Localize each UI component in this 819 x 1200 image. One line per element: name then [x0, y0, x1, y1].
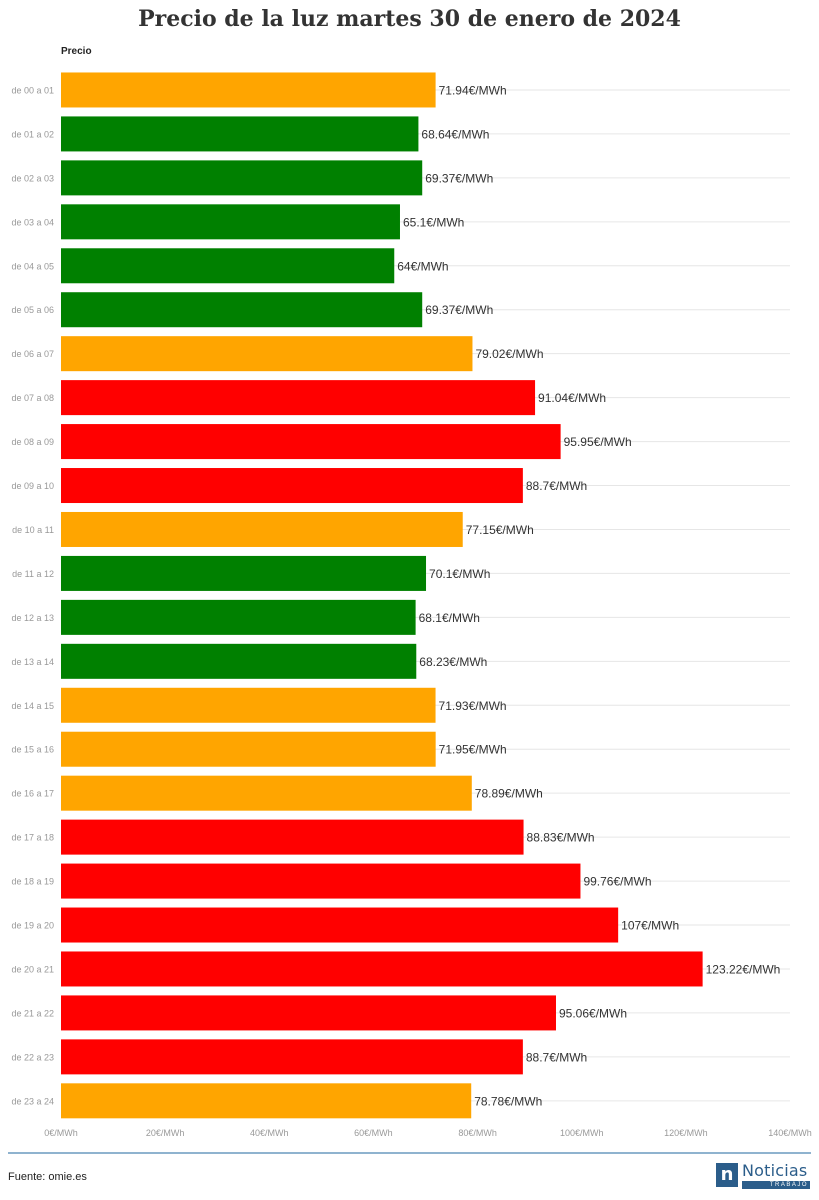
x-tick-label: 120€/MWh: [664, 1128, 708, 1138]
value-label: 123.22€/MWh: [706, 962, 781, 976]
logo-mark: n: [716, 1163, 738, 1187]
value-label: 71.95€/MWh: [439, 743, 507, 757]
value-label: 95.06€/MWh: [559, 1006, 627, 1020]
x-tick-label: 20€/MWh: [146, 1128, 185, 1138]
category-label: de 09 a 10: [11, 481, 54, 491]
category-label: de 19 a 20: [11, 921, 54, 931]
category-label: de 11 a 12: [12, 569, 54, 579]
x-tick-label: 40€/MWh: [250, 1128, 289, 1138]
bar: [61, 775, 472, 811]
category-label: de 03 a 04: [11, 217, 54, 227]
value-label: 77.15€/MWh: [466, 523, 534, 537]
bar: [61, 160, 423, 196]
value-label: 79.02€/MWh: [475, 347, 543, 361]
value-label: 88.83€/MWh: [527, 831, 595, 845]
category-label: de 01 a 02: [11, 129, 54, 139]
bar: [61, 863, 581, 899]
value-label: 78.89€/MWh: [475, 787, 543, 801]
category-label: de 18 a 19: [11, 877, 54, 887]
value-label: 68.23€/MWh: [419, 655, 487, 669]
category-label: de 14 a 15: [11, 701, 54, 711]
footer-divider: [8, 1152, 811, 1154]
bar: [61, 1083, 472, 1119]
category-label: de 12 a 13: [11, 613, 54, 623]
value-label: 99.76€/MWh: [583, 875, 651, 889]
bar: [61, 116, 419, 152]
bar: [61, 555, 427, 591]
category-label: de 08 a 09: [11, 437, 54, 447]
bar: [61, 72, 436, 108]
category-label: de 16 a 17: [11, 789, 54, 799]
bar: [61, 907, 619, 943]
logo-subtitle: TRABAJO: [742, 1181, 810, 1189]
value-label: 70.1€/MWh: [429, 567, 490, 581]
value-label: 88.7€/MWh: [526, 479, 587, 493]
category-label: de 20 a 21: [11, 964, 54, 974]
chart-title: Precio de la luz martes 30 de enero de 2…: [138, 6, 681, 32]
value-label: 69.37€/MWh: [425, 303, 493, 317]
bar: [61, 643, 417, 679]
value-label: 69.37€/MWh: [425, 171, 493, 185]
bar: [61, 204, 400, 240]
bar: [61, 599, 416, 635]
value-label: 68.1€/MWh: [419, 611, 480, 625]
bar: [61, 424, 561, 460]
bar: [61, 468, 523, 504]
bar: [61, 951, 703, 987]
category-label: de 07 a 08: [11, 393, 54, 403]
value-label: 88.7€/MWh: [526, 1050, 587, 1064]
x-tick-label: 100€/MWh: [560, 1128, 604, 1138]
series-label: Precio: [61, 46, 92, 57]
x-tick-label: 0€/MWh: [44, 1128, 78, 1138]
bar: [61, 248, 395, 284]
value-label: 68.64€/MWh: [421, 127, 489, 141]
category-label: de 13 a 14: [11, 657, 54, 667]
bar: [61, 292, 423, 328]
category-label: de 04 a 05: [11, 261, 54, 271]
value-label: 71.94€/MWh: [439, 83, 507, 97]
value-label: 107€/MWh: [621, 919, 679, 933]
value-label: 64€/MWh: [397, 259, 448, 273]
bar: [61, 511, 463, 547]
category-label: de 23 a 24: [11, 1096, 54, 1106]
category-label: de 06 a 07: [11, 349, 54, 359]
x-tick-label: 80€/MWh: [458, 1128, 497, 1138]
category-label: de 00 a 01: [11, 85, 54, 95]
category-label: de 17 a 18: [11, 833, 54, 843]
value-label: 95.95€/MWh: [564, 435, 632, 449]
bar-chart: de 00 a 01 71.94€/MWh de 01 a 02 68.64€/MWh…: [11, 72, 812, 1138]
category-label: de 21 a 22: [11, 1008, 54, 1018]
x-tick-label: 140€/MWh: [768, 1128, 812, 1138]
category-label: de 02 a 03: [11, 173, 54, 183]
noticias-trabajo-logo: n Noticias TRABAJO: [716, 1161, 812, 1191]
x-tick-label: 60€/MWh: [354, 1128, 393, 1138]
logo-word: Noticias: [742, 1161, 808, 1180]
category-label: de 05 a 06: [11, 305, 54, 315]
value-label: 65.1€/MWh: [403, 215, 464, 229]
category-label: de 22 a 23: [11, 1052, 54, 1062]
value-label: 78.78€/MWh: [474, 1094, 542, 1108]
source-note: Fuente: omie.es: [8, 1171, 87, 1183]
bar: [61, 995, 556, 1031]
bar: [61, 731, 436, 767]
bar: [61, 336, 473, 372]
category-label: de 10 a 11: [12, 525, 54, 535]
value-label: 71.93€/MWh: [439, 699, 507, 713]
bar: [61, 819, 524, 855]
bar: [61, 380, 536, 416]
bar: [61, 1039, 523, 1075]
category-label: de 15 a 16: [11, 745, 54, 755]
value-label: 91.04€/MWh: [538, 391, 606, 405]
bar: [61, 687, 436, 723]
